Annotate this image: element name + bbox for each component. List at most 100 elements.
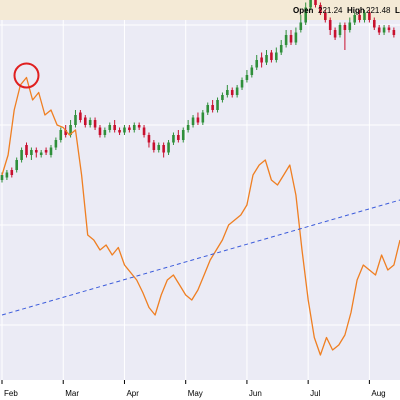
candlestick <box>250 65 254 78</box>
candlestick <box>309 0 312 10</box>
candlestick <box>113 120 116 133</box>
candle-body <box>230 90 234 95</box>
candle-body <box>142 127 146 135</box>
candle-body <box>44 150 48 153</box>
candlestick <box>20 147 23 163</box>
candlestick <box>10 167 14 178</box>
x-tick-label: Jul <box>310 389 320 398</box>
candlestick <box>275 47 278 63</box>
candlestick <box>147 132 151 148</box>
trendline <box>1 199 400 316</box>
candlestick <box>152 140 156 153</box>
x-tick-label: Mar <box>65 389 79 398</box>
candlestick <box>142 125 146 138</box>
candlestick <box>167 140 170 155</box>
candlestick <box>98 125 102 138</box>
candle-body <box>34 150 38 153</box>
candlestick <box>255 55 259 70</box>
candle-body <box>372 20 376 28</box>
candlestick <box>363 10 366 23</box>
candlestick <box>15 157 18 173</box>
x-tick-label: Aug <box>371 389 385 398</box>
candlestick <box>387 25 391 33</box>
candlestick <box>323 10 327 23</box>
header-high-value: 221.48 <box>366 6 391 15</box>
candlestick <box>226 85 229 98</box>
candle-body <box>0 175 4 180</box>
candle-body <box>221 95 224 100</box>
candlestick <box>245 70 249 83</box>
candle-body <box>319 5 322 13</box>
candlestick <box>79 110 82 123</box>
candlestick <box>5 170 9 180</box>
candlestick <box>132 122 136 133</box>
candlestick <box>270 50 273 63</box>
candlestick <box>123 125 126 135</box>
grid <box>0 20 400 380</box>
candlestick <box>289 30 293 45</box>
candlestick <box>172 132 175 145</box>
candle-body <box>382 27 386 33</box>
candle-body <box>177 135 180 140</box>
candle-body <box>323 12 327 20</box>
candlestick <box>377 25 381 35</box>
candle-body <box>30 150 33 155</box>
candlestick <box>314 0 317 8</box>
candle-body <box>15 160 18 170</box>
x-tick-label: Jun <box>249 389 262 398</box>
candlestick <box>54 137 58 150</box>
candle-body <box>98 127 102 135</box>
candlestick <box>83 115 87 128</box>
candlestick <box>157 142 161 153</box>
candle-body <box>240 80 244 88</box>
header-truncated-label: L <box>395 6 400 15</box>
candlestick <box>368 10 371 23</box>
candle-body <box>348 22 352 30</box>
candlestick <box>279 40 283 55</box>
candle-body <box>74 115 77 125</box>
candlestick <box>196 112 200 125</box>
candlestick <box>186 120 190 133</box>
candle-body <box>132 125 136 130</box>
header-high-label: High <box>347 6 365 15</box>
candlestick <box>240 77 244 90</box>
candle-body <box>20 150 23 160</box>
candle-body <box>162 145 165 153</box>
candle-body <box>128 127 131 130</box>
candlestick <box>128 125 131 133</box>
candlestick <box>294 27 298 45</box>
candlestick <box>353 12 356 25</box>
candlestick <box>44 147 48 155</box>
candlestick <box>30 147 33 160</box>
candle-body <box>255 60 259 68</box>
candle-body <box>377 27 381 33</box>
candlestick <box>25 142 28 158</box>
candle-body <box>338 25 342 35</box>
candlestick <box>265 50 268 65</box>
candlestick <box>201 110 205 125</box>
candlestick <box>338 22 342 38</box>
candle-body <box>387 27 391 30</box>
candlestick <box>88 117 92 128</box>
candle-body <box>39 152 43 155</box>
candle-body <box>181 130 185 140</box>
candle-body <box>79 112 82 120</box>
candlestick <box>39 150 43 158</box>
candle-body <box>118 130 121 133</box>
price-line <box>1 76 400 356</box>
candlestick <box>382 25 386 35</box>
candle-body <box>123 127 126 133</box>
candlestick <box>299 15 303 33</box>
candle-body <box>108 125 112 130</box>
candlestick <box>235 85 239 98</box>
candle-body <box>363 12 366 20</box>
candle-body <box>172 135 175 143</box>
candlestick <box>206 102 210 115</box>
candlestick <box>319 2 322 15</box>
candlestick <box>103 127 107 138</box>
candle-body <box>289 35 293 43</box>
candle-body <box>201 112 205 123</box>
candle-body <box>392 30 396 35</box>
candle-body <box>294 32 298 43</box>
candlestick <box>304 2 308 25</box>
